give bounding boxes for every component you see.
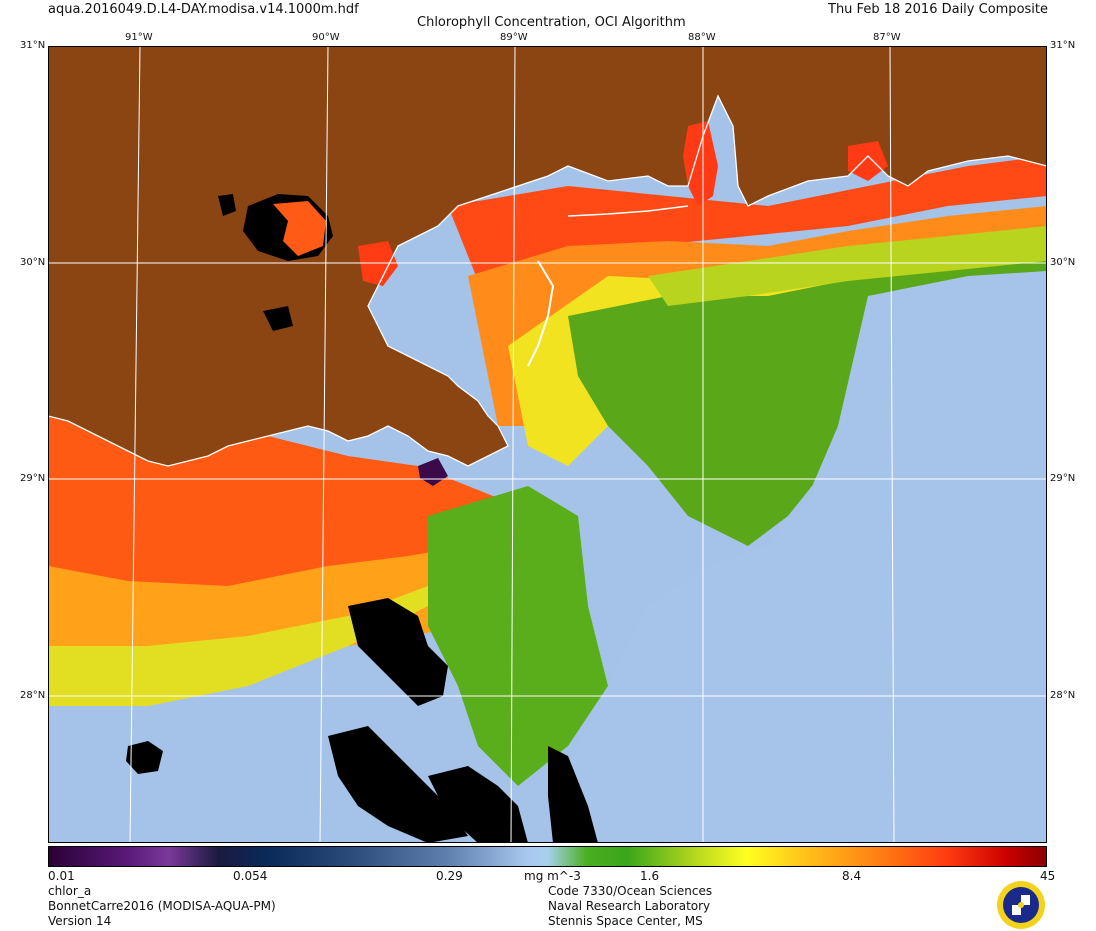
graticule (48, 46, 1047, 843)
land-mass (48, 46, 1047, 466)
lat-label-28n-left: 28°N (20, 690, 46, 701)
orange-band-east (468, 206, 1047, 426)
cbar-tick-0: 0.01 (48, 869, 75, 883)
footer-code: Code 7330/Ocean Sciences (548, 884, 713, 898)
yellow-band-west (48, 566, 548, 706)
cloud-south-1 (348, 598, 448, 706)
yellow-band-east (508, 236, 1047, 466)
lat-label-31n-left: 31°N (20, 40, 46, 51)
lon-label-90w: 90°W (312, 32, 340, 43)
lon-label-89w: 89°W (500, 32, 528, 43)
map-frame (48, 46, 1047, 843)
map-title: Chlorophyll Concentration, OCI Algorithm (417, 15, 686, 30)
cloud-southwest (126, 741, 163, 774)
chandeleur-islands (527, 260, 555, 367)
date-label: Thu Feb 18 2016 Daily Composite (828, 2, 1048, 17)
cbar-tick-4: 8.4 (842, 869, 862, 883)
footer-dataset: BonnetCarre2016 (MODISA-AQUA-PM) (48, 899, 276, 913)
colorbar (48, 846, 1047, 867)
lat-label-30n-left: 30°N (20, 257, 46, 268)
pensacola-bay (848, 141, 888, 181)
cbar-units: mg m^-3 (524, 869, 581, 883)
lake-pontchartrain-chl (273, 201, 326, 256)
high-chl-east (448, 156, 1047, 306)
cbar-tick-3: 1.6 (640, 869, 660, 883)
footer-lab: Naval Research Laboratory (548, 899, 711, 913)
cloud-south-2 (328, 726, 468, 843)
lat-label-29n-left: 29°N (20, 473, 46, 484)
cloud-south-4 (548, 746, 598, 843)
cbar-tick-5: 45 (1040, 869, 1056, 883)
footer-location: Stennis Space Center, MS (548, 914, 703, 928)
lat-label-30n-right: 30°N (1050, 257, 1076, 268)
lon-label-87w: 87°W (873, 32, 901, 43)
lat-label-31n-right: 31°N (1050, 40, 1076, 51)
lon-label-91w: 91°W (125, 32, 153, 43)
low-chl-east (568, 271, 1047, 843)
nrl-seal-logo (997, 881, 1045, 929)
cbar-tick-1: 0.054 (233, 869, 268, 883)
lat-label-28n-right: 28°N (1050, 690, 1076, 701)
filename-label: aqua.2016049.D.L4-DAY.modisa.v14.1000m.h… (48, 2, 359, 17)
small-lake-2 (263, 306, 293, 331)
lime-band-east (648, 226, 1047, 306)
green-plume-center (428, 486, 608, 786)
chlorophyll-map[interactable] (48, 46, 1047, 843)
cbar-tick-2: 0.29 (436, 869, 463, 883)
coastline (48, 94, 1047, 467)
footer-product: chlor_a (48, 884, 92, 898)
lat-label-29n-right: 29°N (1050, 473, 1076, 484)
small-lake-1 (218, 194, 236, 216)
lon-label-88w: 88°W (688, 32, 716, 43)
barrier-islands (567, 205, 689, 217)
cloud-south-3 (428, 766, 528, 843)
mobile-bay (683, 121, 718, 206)
footer-version: Version 14 (48, 914, 112, 928)
